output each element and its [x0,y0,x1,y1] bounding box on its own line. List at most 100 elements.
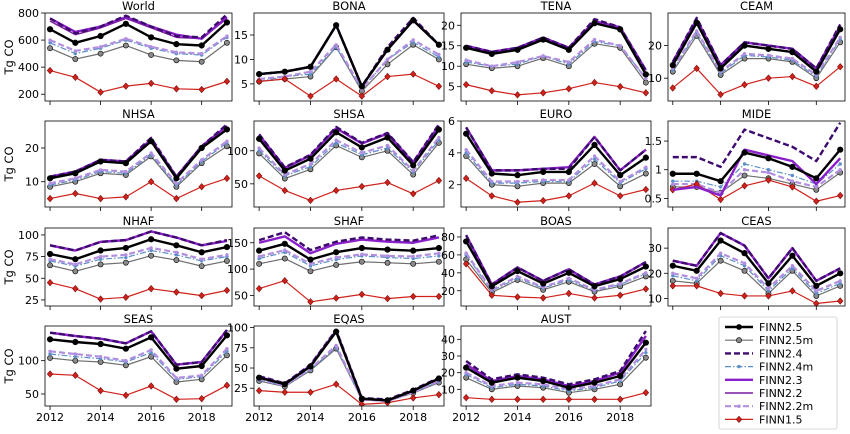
data-point-finn2-5 [148,236,155,243]
data-point-finn1-5 [97,295,104,303]
data-point-finn2-5 [669,262,676,269]
data-point-finn2-5 [122,20,129,27]
data-point-finn2-2m [48,349,52,354]
data-point-finn1-5 [591,395,598,403]
data-point-finn2-2m [671,271,675,275]
data-point-finn2-2m [124,37,128,41]
x-tick-label: 2016 [137,411,165,424]
series-line-finn1-5 [672,285,841,305]
series-line-finn2-4 [465,126,647,172]
data-point-finn1-5 [488,395,496,403]
data-point-finn2-5 [789,49,796,56]
data-point-finn1-5 [435,391,443,399]
panel-world: World 200 400 600 800 Tg CO [2,0,233,105]
data-point-finn1-5 [591,179,598,187]
data-point-finn1-5 [223,381,231,389]
data-point-finn2-5 [514,172,521,179]
data-point-finn2-5 [837,270,844,277]
data-point-finn2-5 [540,377,547,385]
data-point-finn2-5 [307,63,314,70]
data-point-finn2-4m [149,350,153,355]
data-point-finn2-2m [671,182,675,186]
legend-label: FINN2.5 [759,321,803,334]
y-tick-label: 50 [234,362,248,375]
data-point-finn2-4m [671,179,675,183]
axes-frame [667,12,846,102]
data-point-finn2-5 [281,167,288,174]
data-point-finn2-2m [149,151,153,155]
y-tick-label: 1 [655,164,662,177]
data-point-finn1-5 [332,75,340,83]
data-point-finn2-4m [718,185,723,189]
y-tick-label: 10 [234,53,248,66]
data-point-finn2-5 [223,126,231,133]
series-line-finn2-5m [258,142,440,180]
data-point-finn2-5 [813,282,820,289]
data-point-finn2-2m [618,179,622,184]
data-point-finn2-2m [199,257,204,261]
data-point-finn2-2m [199,373,204,378]
series-line-finn2-4 [258,231,440,252]
series-line-finn1-5 [672,179,841,202]
data-point-finn2-5 [281,240,288,247]
data-point-finn2-5 [173,175,180,182]
data-point-finn2-2m [618,281,622,286]
data-point-finn2-5m [148,252,155,259]
data-point-finn2-5 [410,162,417,169]
data-point-finn2-2m [742,168,747,172]
data-point-finn2-2m [73,49,78,53]
data-point-finn2-5 [488,170,495,177]
data-point-finn2-4m [838,281,842,286]
data-point-finn2-5 [717,237,724,244]
data-point-finn2-2m [541,178,545,182]
data-point-finn2-5 [514,374,521,381]
data-point-finn1-5 [837,191,844,200]
data-point-finn2-5 [410,387,417,394]
data-point-finn2-2m [225,139,229,143]
data-point-finn2-5 [198,249,205,256]
x-tick-label: 2018 [188,411,216,424]
data-point-finn2-4m [790,173,795,178]
data-point-finn2-2m [334,343,338,348]
data-point-finn1-5 [46,66,54,75]
series-line-finn2-4 [465,17,647,71]
data-point-finn1-5 [462,260,470,268]
plot-area [669,231,844,306]
data-point-finn2-4m [814,291,818,296]
series-line-finn2-5 [49,238,228,261]
series-line-finn2-4m [672,255,841,295]
data-point-finn2-5 [281,381,288,388]
data-point-finn1-5 [332,294,340,302]
data-point-finn1-5 [409,70,417,78]
data-point-finn2-5 [333,129,340,136]
series-line-finn2-4 [672,231,841,283]
series-line-finn2-3 [465,335,647,388]
data-point-finn1-5 [765,292,772,300]
series-line-finn2-4m [465,152,647,184]
legend-label: FINN1.5 [759,413,803,426]
data-point-finn2-4m [671,274,675,278]
data-point-finn2-5 [173,365,180,372]
data-point-finn2-5m [384,61,391,68]
plot-area [255,231,443,306]
data-point-finn1-5 [837,63,844,71]
series-line-finn2-2m [259,38,440,90]
data-point-finn1-5 [789,183,796,191]
series-line-finn2-2m [258,249,439,265]
y-tick-label: 100 [18,229,39,242]
data-point-finn1-5 [642,185,650,194]
y-tick-label: 20 [441,285,455,298]
data-point-finn2-5 [789,252,796,259]
data-point-finn2-2m [73,262,78,267]
y-axis-label: Tg CO [2,39,16,75]
data-point-finn2-2m [464,370,468,375]
data-point-finn2-5 [410,247,417,254]
x-tick-label: 2014 [503,411,531,424]
data-point-finn2-5 [837,26,844,33]
series-line-finn2-2m [465,348,647,391]
y-tick-label: 30 [441,350,455,363]
data-point-finn2-5m [384,259,391,266]
data-point-finn2-2m [48,257,52,261]
data-point-finn2-5 [384,397,391,404]
